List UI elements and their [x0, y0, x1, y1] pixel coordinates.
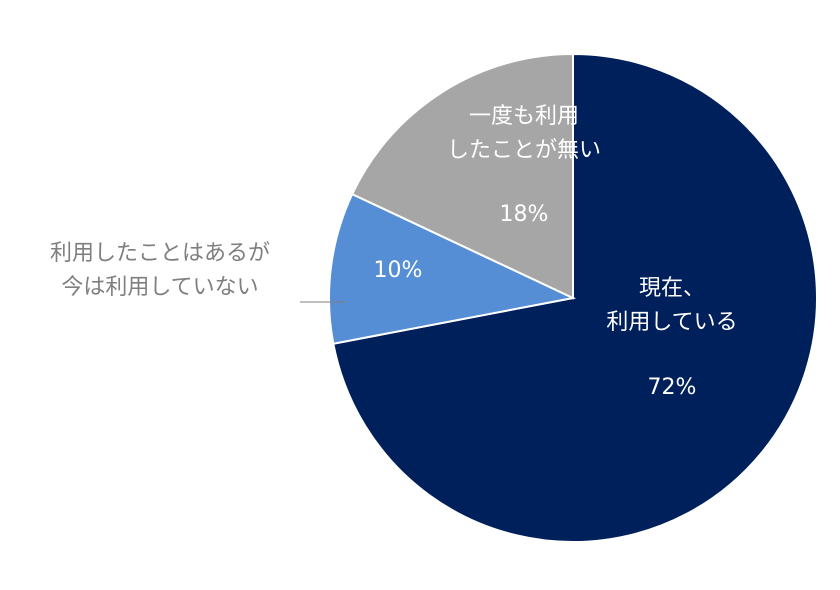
label-line: したことが無い [447, 138, 601, 163]
category-label: 現在、利用している [606, 276, 737, 335]
value-label: 10% [374, 258, 423, 283]
value-label: 18% [500, 202, 549, 227]
label-line: 現在、 [639, 276, 705, 301]
pie-slice [350, 52, 574, 300]
category-label: 一度も利用したことが無い [447, 104, 601, 163]
label-line: 今は利用していない [61, 275, 258, 300]
label-line: 一度も利用 [469, 104, 579, 129]
pie-slice [328, 192, 577, 345]
label-line: 利用している [606, 310, 737, 335]
value-label: 72% [648, 375, 697, 400]
label-line: 利用したことはあるが [50, 241, 270, 266]
category-label: 利用したことはあるが今は利用していない [50, 241, 270, 300]
